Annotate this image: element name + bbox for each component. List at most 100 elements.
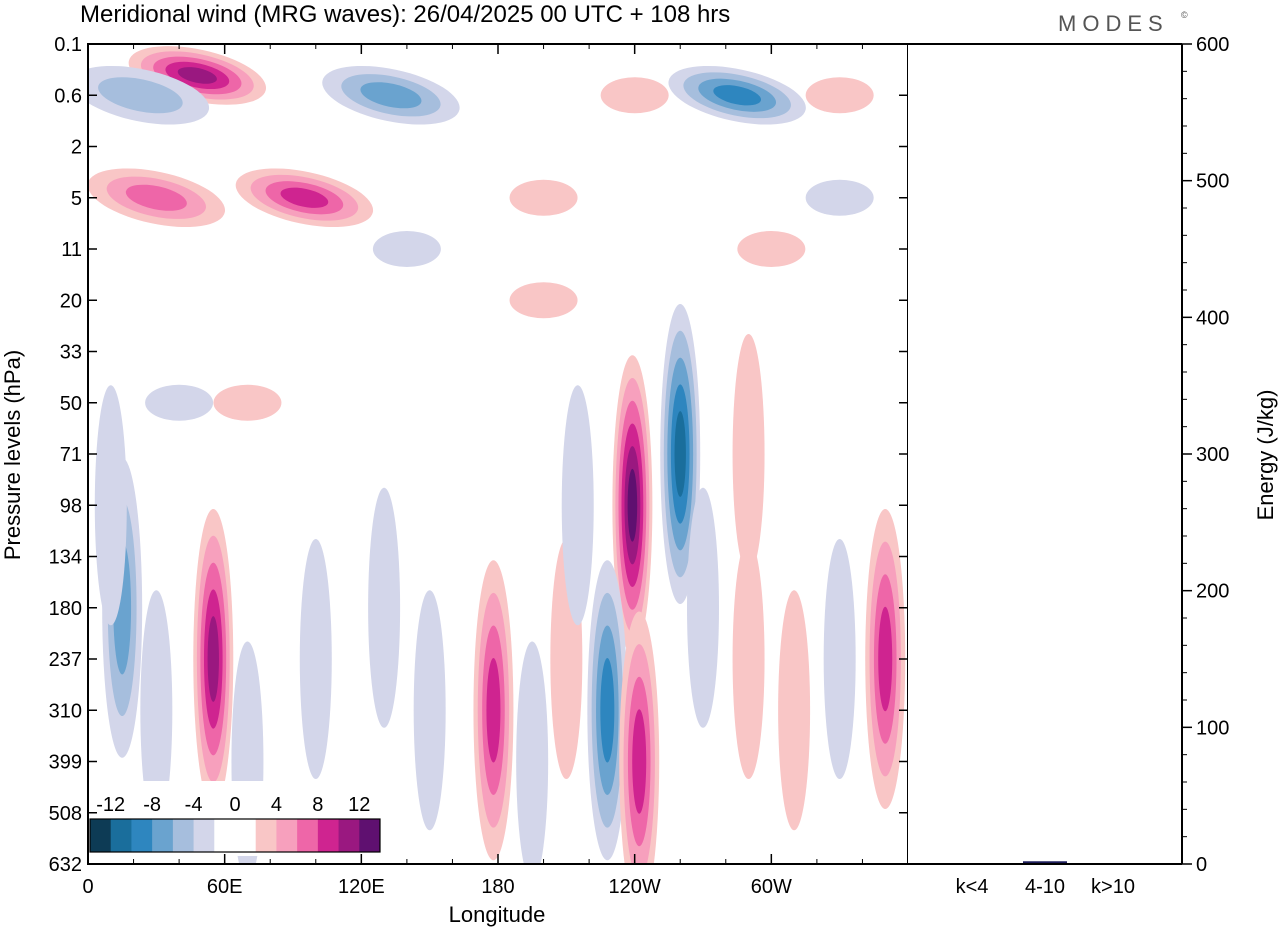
heatmap-features xyxy=(88,46,906,864)
colorbar-swatch xyxy=(90,819,112,852)
x-tick-label: 120W xyxy=(609,876,661,898)
contour-level xyxy=(360,82,422,109)
contour-weak xyxy=(299,539,332,779)
contour-feature xyxy=(473,560,514,861)
contour-feature xyxy=(587,560,628,861)
contour-weak xyxy=(823,539,856,779)
contour-feature xyxy=(235,168,374,228)
x-tick-label: 0 xyxy=(82,876,93,898)
colorbar-swatch xyxy=(235,819,257,852)
contour-feature xyxy=(660,304,701,604)
contour-level xyxy=(632,709,647,814)
colorbar-swatch xyxy=(338,819,360,852)
contour-weak xyxy=(737,231,806,267)
y-tick-label: 0.6 xyxy=(54,85,82,107)
energy-tick-label: 100 xyxy=(1196,717,1229,739)
contour-level xyxy=(207,616,219,702)
energy-category-label: 4-10 xyxy=(1025,876,1065,898)
colorbar-swatch xyxy=(276,819,298,852)
x-tick-label: 120E xyxy=(338,876,385,898)
contour-feature xyxy=(88,168,226,228)
x-tick-label: 180 xyxy=(481,876,514,898)
contour-level xyxy=(177,67,217,84)
colorbar-swatch xyxy=(131,819,153,852)
y-tick-label: 50 xyxy=(60,393,82,415)
colorbar-label: 12 xyxy=(348,794,370,816)
x-tick-label: 60W xyxy=(751,876,792,898)
contour-weak xyxy=(687,487,719,728)
contour-weak xyxy=(805,179,874,216)
heatmap-panel: -12 -8 -4 0 4 8 12 0.1 0.6 2 5 11 20 33 50 71 98 134 180 2… xyxy=(49,34,909,898)
energy-tick-label: 400 xyxy=(1196,307,1229,329)
contour-feature xyxy=(865,509,906,809)
colorbar-label: 0 xyxy=(229,794,240,816)
chart-title: Meridional wind (MRG waves): 26/04/2025 … xyxy=(80,1,730,28)
contour-weak xyxy=(509,179,578,216)
contour-weak xyxy=(368,487,401,728)
y-axis-title: Pressure levels (hPa) xyxy=(0,350,25,560)
y-tick-label: 2 xyxy=(71,137,82,159)
y-tick-label: 399 xyxy=(49,752,82,774)
contour-weak xyxy=(94,385,127,626)
energy-axis-title: Energy (J/kg) xyxy=(1253,390,1278,521)
energy-category-label: k<4 xyxy=(956,876,989,898)
contour-weak xyxy=(145,384,214,421)
contour-level xyxy=(674,411,686,497)
y-tick-label: 237 xyxy=(49,649,82,671)
contour-feature xyxy=(668,65,806,125)
contour-feature xyxy=(619,611,660,864)
energy-tick-label: 500 xyxy=(1196,171,1229,193)
brand-mark: © xyxy=(1181,10,1188,20)
energy-background xyxy=(908,44,1182,864)
y-tick-label: 33 xyxy=(60,342,82,364)
contour-weak xyxy=(509,282,578,319)
contour-weak xyxy=(213,384,282,421)
colorbar-label: -8 xyxy=(143,794,161,816)
x-axis-title: Longitude xyxy=(449,902,546,927)
contour-feature xyxy=(322,65,460,125)
contour-feature xyxy=(612,355,653,656)
energy-tick-label: 0 xyxy=(1196,854,1207,876)
y-tick-label: 5 xyxy=(71,188,82,210)
colorbar: -12 -8 -4 0 4 8 12 xyxy=(88,781,384,856)
y-tick-label: 98 xyxy=(60,495,82,517)
y-tick-label: 310 xyxy=(49,700,82,722)
contour-weak xyxy=(732,334,765,574)
contour-level xyxy=(486,658,501,763)
colorbar-frame xyxy=(89,818,381,853)
contour-feature xyxy=(193,509,234,809)
colorbar-label: 4 xyxy=(271,794,282,816)
y-tick-label: 0.1 xyxy=(54,34,82,56)
colorbar-swatch xyxy=(172,819,195,852)
contour-feature xyxy=(88,65,210,125)
contour-weak xyxy=(778,590,811,831)
energy-tick-label: 200 xyxy=(1196,581,1229,603)
energy-tick-label: 300 xyxy=(1196,444,1229,466)
colorbar-label: 8 xyxy=(312,794,323,816)
colorbar-swatch xyxy=(193,819,215,852)
longitude-axis: 0 60E 120E 180 120W 60W xyxy=(82,44,863,898)
colorbar-swatch xyxy=(317,819,340,852)
contour-weak xyxy=(805,77,874,114)
contour-level xyxy=(98,77,183,114)
energy-axis: 0 100 200 300 400 500 600 xyxy=(1182,34,1229,876)
contour-level xyxy=(627,468,638,542)
brand-logo: MODES xyxy=(1058,11,1169,36)
colorbar-label: -4 xyxy=(185,794,203,816)
contour-weak xyxy=(140,590,173,831)
colorbar-swatch xyxy=(110,819,132,852)
contour-weak xyxy=(372,231,441,267)
contour-level xyxy=(125,184,187,211)
colorbar-swatch xyxy=(359,819,381,852)
y-tick-label: 134 xyxy=(49,547,82,569)
energy-categories: k<4 4-10 k>10 xyxy=(956,876,1135,898)
colorbar-label: -12 xyxy=(96,794,125,816)
contour-level xyxy=(878,606,893,712)
contour-weak xyxy=(516,641,549,864)
pressure-axis: 0.1 0.6 2 5 11 20 33 50 71 98 134 180 237 310 399 508 63… xyxy=(49,34,908,876)
y-tick-label: 20 xyxy=(60,290,82,312)
energy-tick-label: 600 xyxy=(1196,34,1229,56)
colorbar-swatch xyxy=(297,819,319,852)
x-tick-label: 60E xyxy=(207,876,243,898)
